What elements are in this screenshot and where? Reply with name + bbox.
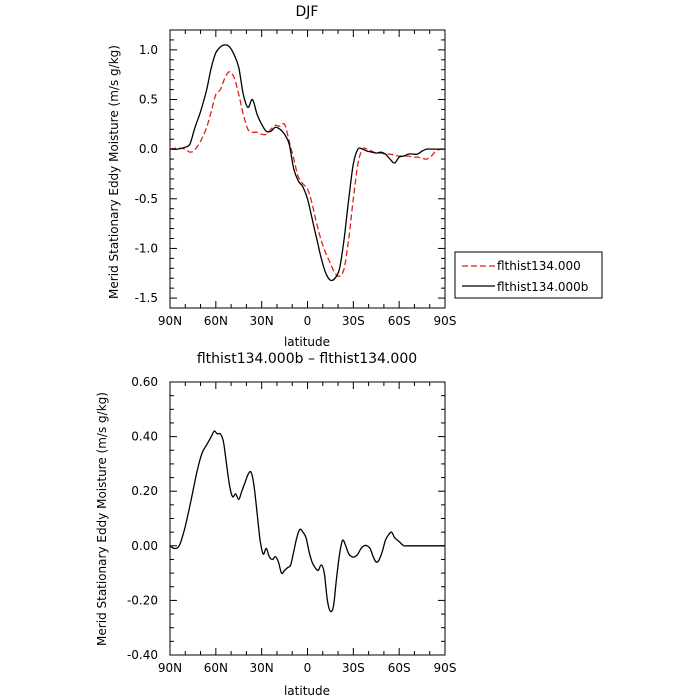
top-y-tick-label: 1.0	[139, 43, 158, 57]
bottom-y-tick-label: -0.20	[127, 593, 158, 607]
legend-label-flthist134-000b: flthist134.000b	[497, 280, 588, 294]
legend-label-flthist134-000: flthist134.000	[497, 259, 581, 273]
top-x-tick-label: 0	[304, 314, 312, 328]
legend-box	[454, 251, 603, 299]
top-y-tick-label: -1.5	[135, 291, 158, 305]
top-chart-y-axis-label: Merid Stationary Eddy Moisture (m/s g/kg…	[107, 45, 121, 299]
top-x-tick-label: 30S	[342, 314, 365, 328]
top-y-tick-label: -0.5	[135, 192, 158, 206]
bottom-chart-panel: flthist134.000b – flthist134.000 Merid S…	[95, 351, 456, 698]
top-chart-plot-frame	[169, 29, 446, 309]
bottom-x-tick-label: 30S	[342, 661, 365, 675]
bottom-x-tick-label: 90N	[158, 661, 182, 675]
bottom-x-tick-label: 90S	[434, 661, 457, 675]
top-x-tick-label: 60N	[204, 314, 228, 328]
bottom-x-tick-label: 60S	[388, 661, 411, 675]
top-series-line-flthist134-000	[169, 71, 446, 278]
bottom-y-tick-label: 0.20	[131, 484, 158, 498]
bottom-y-tick-label: 0.60	[131, 375, 158, 389]
bottom-series-line-difference	[169, 430, 445, 613]
bottom-chart-plot-frame	[169, 381, 446, 656]
bottom-chart-y-axis-label: Merid Stationary Eddy Moisture (m/s g/kg…	[95, 392, 109, 646]
bottom-chart-series	[169, 430, 445, 613]
top-chart-ticks: 90N 60N 30N 0 30S 60S 90S 1.0 0.5 0.0 -0.5 -1.0 -1.5	[135, 29, 457, 328]
bottom-chart-title: flthist134.000b – flthist134.000	[197, 351, 417, 367]
top-x-tick-label: 90N	[158, 314, 182, 328]
bottom-y-tick-label: -0.40	[127, 648, 158, 662]
top-y-tick-label: 0.5	[139, 93, 158, 107]
top-y-tick-label: -1.0	[135, 241, 158, 255]
bottom-x-tick-label: 0	[304, 661, 312, 675]
bottom-x-tick-label: 60N	[204, 661, 228, 675]
bottom-x-tick-label: 30N	[250, 661, 274, 675]
top-series-line-flthist134-000b	[169, 44, 445, 282]
top-chart-panel: DJF Merid Stationary Eddy Moisture (m/s …	[107, 4, 603, 349]
top-x-tick-label: 60S	[388, 314, 411, 328]
top-y-tick-label: 0.0	[139, 142, 158, 156]
legend: flthist134.000 flthist134.000b	[454, 251, 603, 299]
bottom-y-tick-label: 0.40	[131, 430, 158, 444]
top-chart-x-axis-label: latitude	[284, 335, 330, 349]
top-chart-series	[169, 44, 446, 282]
top-chart-title: DJF	[296, 4, 319, 20]
top-x-tick-label: 30N	[250, 314, 274, 328]
bottom-chart-x-axis-label: latitude	[284, 684, 330, 698]
bottom-chart-ticks: 90N 60N 30N 0 30S 60S 90S 0.60 0.40 0.20 0.00 -0.20…	[127, 375, 457, 675]
top-x-tick-label: 90S	[434, 314, 457, 328]
bottom-y-tick-label: 0.00	[131, 539, 158, 553]
